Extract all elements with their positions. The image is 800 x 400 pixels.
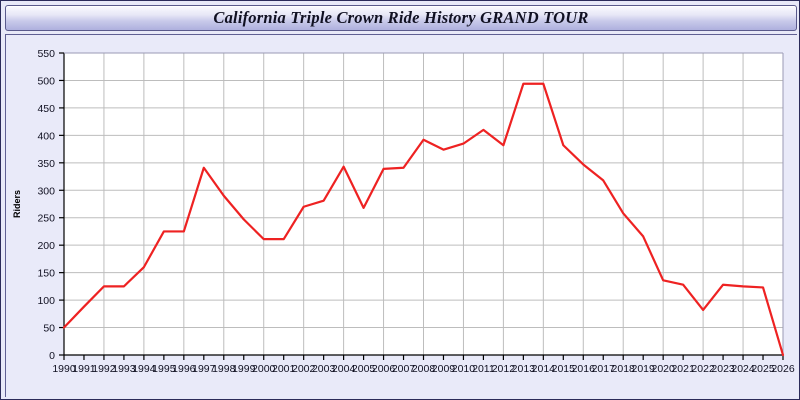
y-tick-label: 300 bbox=[37, 185, 55, 197]
window-title-bar: California Triple Crown Ride History GRA… bbox=[5, 5, 797, 31]
x-tick-label: 2006 bbox=[372, 363, 396, 375]
x-tick-label: 2019 bbox=[632, 363, 656, 375]
y-tick-label: 50 bbox=[43, 323, 55, 335]
x-tick-label: 2016 bbox=[572, 363, 596, 375]
y-axis-label: Riders bbox=[12, 190, 22, 218]
x-tick-label: 2000 bbox=[252, 363, 276, 375]
x-tick-label: 2003 bbox=[312, 363, 336, 375]
y-tick-label: 350 bbox=[37, 158, 55, 170]
x-tick-label: 2007 bbox=[392, 363, 416, 375]
x-tick-label: 2023 bbox=[711, 363, 735, 375]
x-tick-label: 2010 bbox=[452, 363, 476, 375]
chart-panel: 0 50 100 150 200 250 300 350 400 450 500 550 1990 19… bbox=[5, 34, 798, 398]
x-tick-label: 2026 bbox=[771, 363, 795, 375]
y-tick-label: 200 bbox=[37, 240, 55, 252]
data-series-riders bbox=[62, 82, 785, 357]
x-tick-label: 2002 bbox=[292, 363, 316, 375]
x-tick-label: 1990 bbox=[52, 363, 76, 375]
y-tick-label: 400 bbox=[37, 130, 55, 142]
y-tick-label: 450 bbox=[37, 103, 55, 115]
x-tick-label: 1997 bbox=[192, 363, 216, 375]
y-tick-label: 250 bbox=[37, 213, 55, 225]
x-tick-label: 2001 bbox=[272, 363, 296, 375]
x-tick-label: 1994 bbox=[132, 363, 156, 375]
series-line-riders bbox=[62, 82, 785, 357]
x-tick-label: 2008 bbox=[412, 363, 436, 375]
x-tick-label: 2025 bbox=[751, 363, 775, 375]
x-axis-ticks: 1990199119921993199419951996199719981999… bbox=[52, 355, 795, 375]
y-tick-label: 150 bbox=[37, 268, 55, 280]
x-tick-label: 2017 bbox=[592, 363, 616, 375]
x-tick-label: 1998 bbox=[212, 363, 236, 375]
y-tick-label: 500 bbox=[37, 75, 55, 87]
x-tick-label: 2018 bbox=[612, 363, 636, 375]
x-tick-label: 1993 bbox=[112, 363, 136, 375]
x-tick-label: 2004 bbox=[332, 363, 356, 375]
x-tick-label: 2012 bbox=[492, 363, 516, 375]
x-tick-label: 2015 bbox=[552, 363, 576, 375]
x-tick-label: 2009 bbox=[432, 363, 456, 375]
x-tick-label: 1996 bbox=[172, 363, 196, 375]
x-tick-label: 2005 bbox=[352, 363, 376, 375]
y-tick-label: 100 bbox=[37, 295, 55, 307]
x-tick-label: 2011 bbox=[472, 363, 495, 375]
y-axis-ticks: 0 50 100 150 200 250 300 350 400 450 500 550 bbox=[37, 48, 64, 362]
x-tick-label: 1992 bbox=[92, 363, 116, 375]
page-title: California Triple Crown Ride History GRA… bbox=[213, 8, 589, 27]
x-tick-label: 1999 bbox=[232, 363, 256, 375]
x-tick-label: 1991 bbox=[72, 363, 96, 375]
x-tick-label: 2013 bbox=[512, 363, 536, 375]
x-tick-label: 2022 bbox=[691, 363, 715, 375]
x-tick-label: 2021 bbox=[671, 363, 695, 375]
y-axis-title: Riders bbox=[12, 190, 22, 218]
x-tick-label: 2020 bbox=[651, 363, 675, 375]
x-tick-label: 2024 bbox=[731, 363, 755, 375]
x-tick-label: 1995 bbox=[152, 363, 176, 375]
y-tick-label: 0 bbox=[49, 350, 55, 362]
x-tick-label: 2014 bbox=[532, 363, 556, 375]
y-tick-label: 550 bbox=[37, 48, 55, 60]
